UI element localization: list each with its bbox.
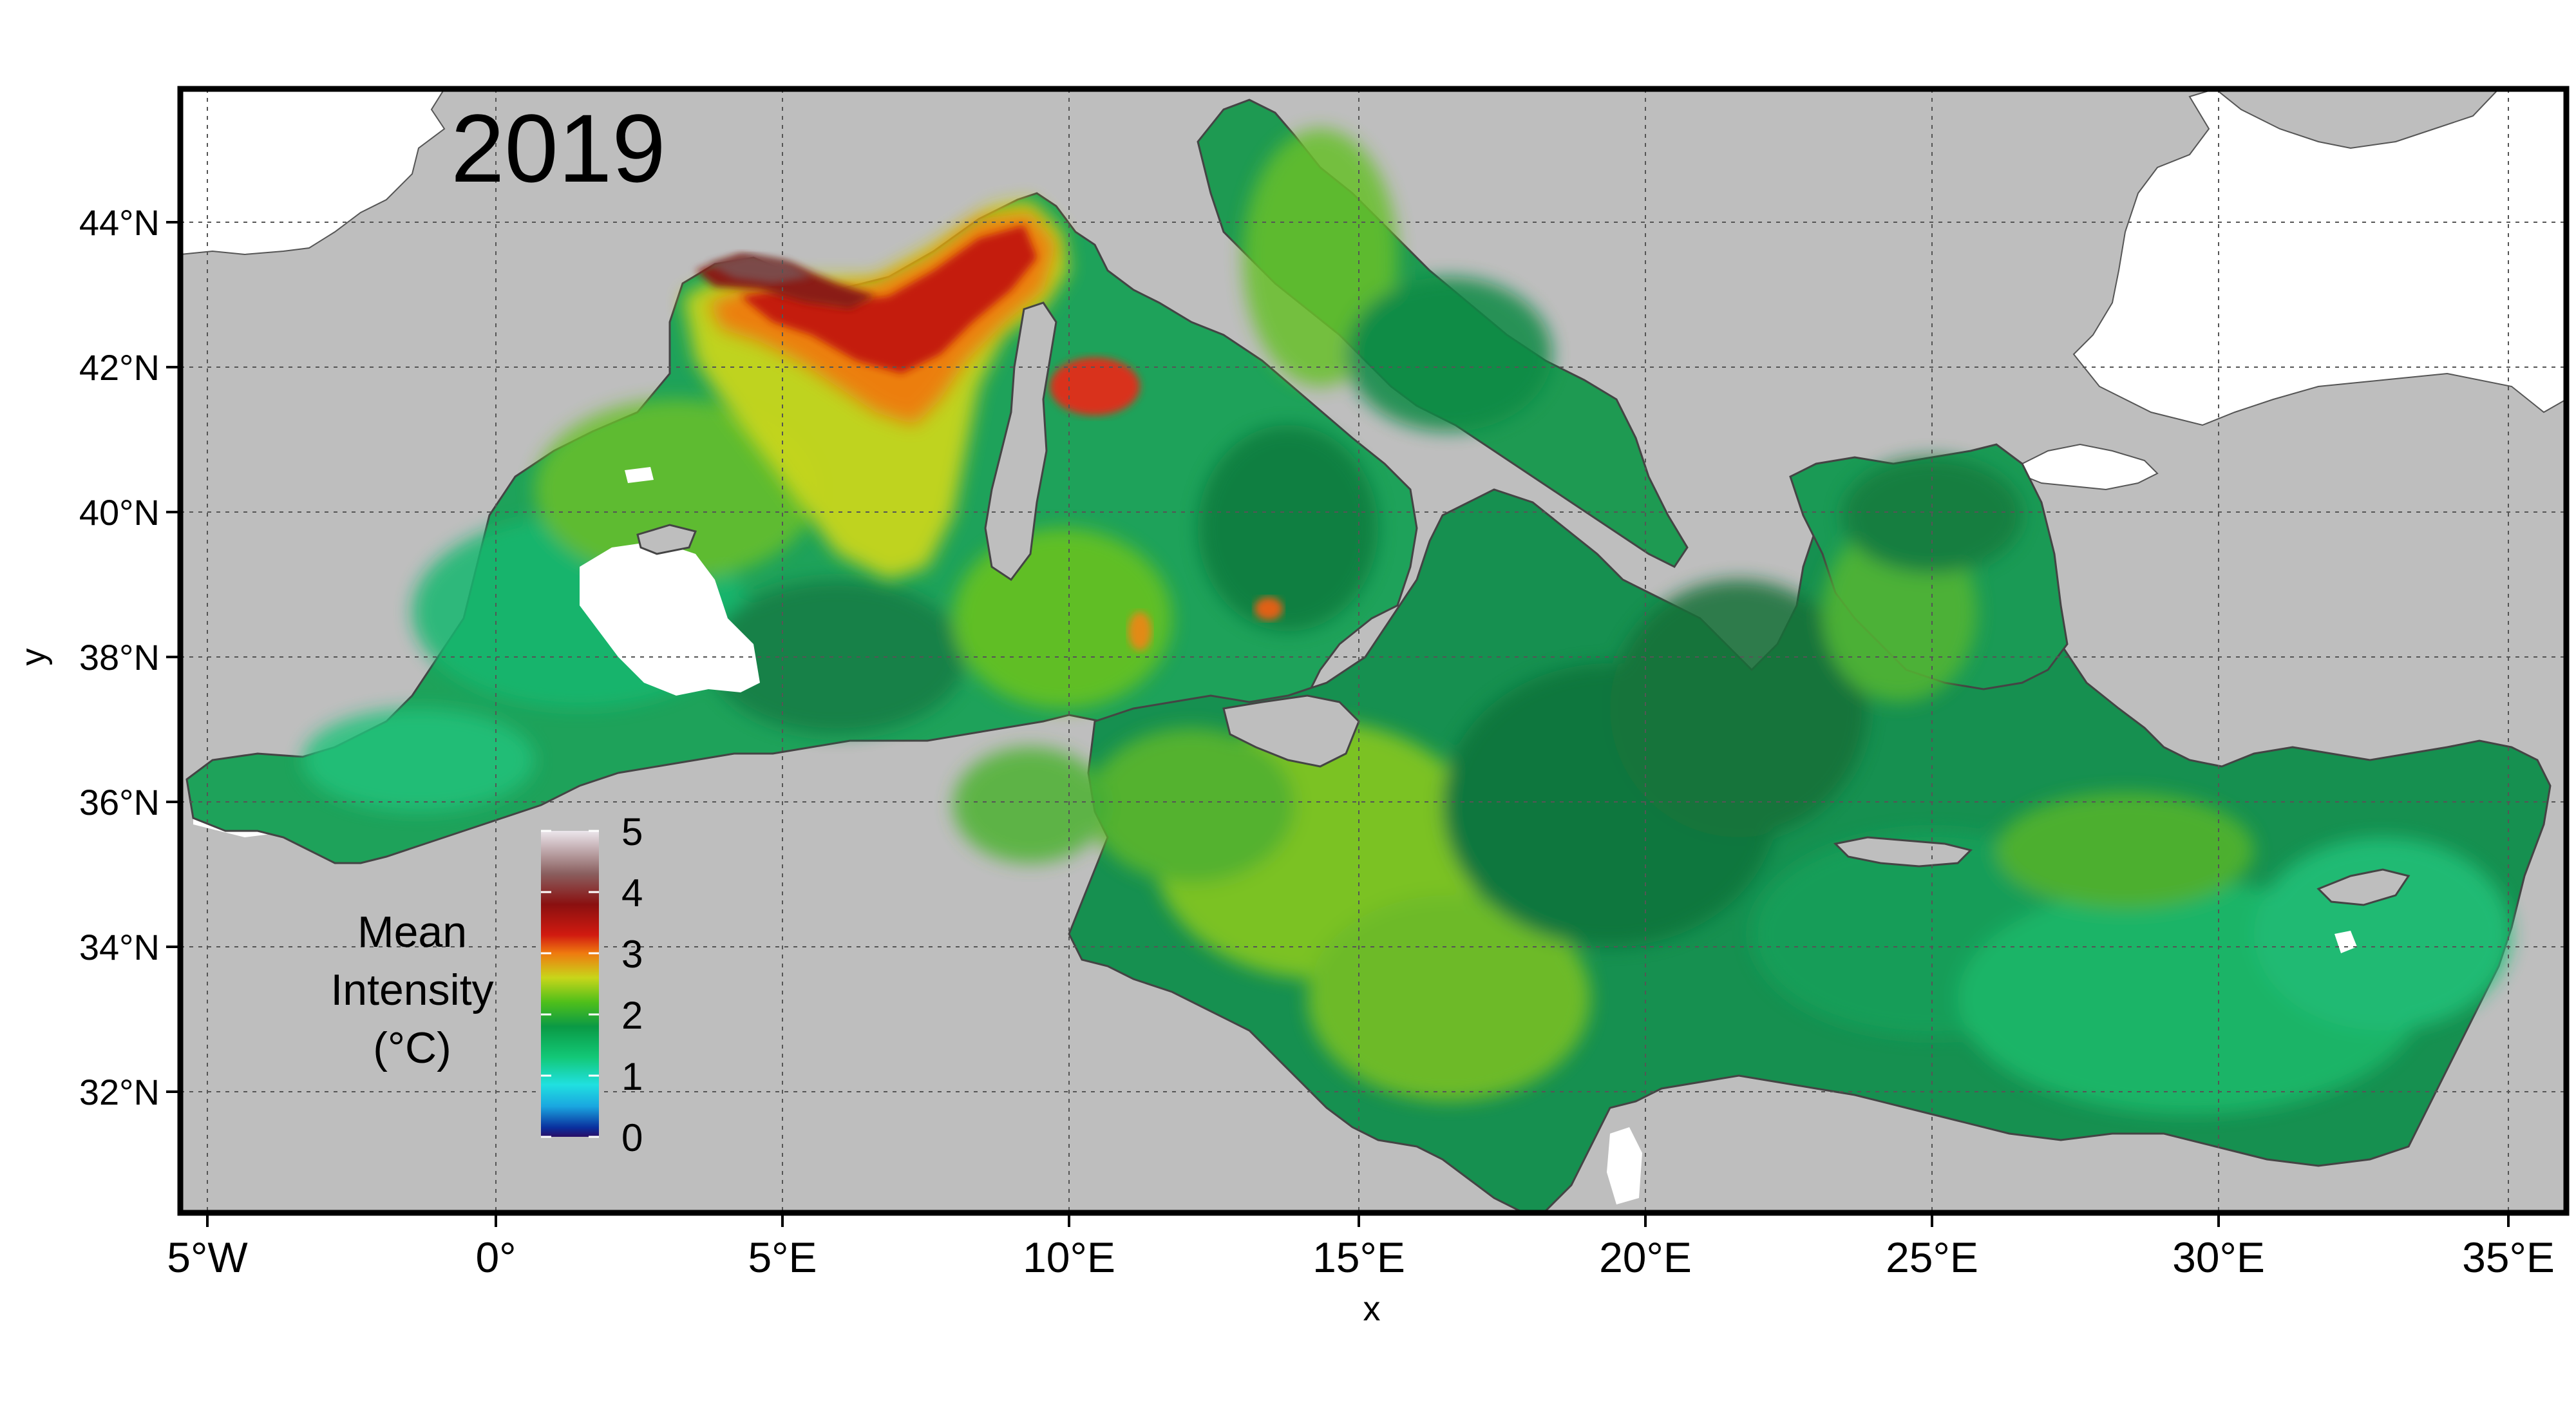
legend-tick-label: 1 (621, 1055, 643, 1098)
plot-panel (180, 89, 2566, 1213)
y-tick-label: 32°N (79, 1072, 160, 1112)
white-patch-libya (1607, 1127, 1642, 1204)
x-tick-label: 30°E (2172, 1233, 2265, 1281)
y-tick-label: 40°N (79, 492, 160, 533)
x-axis: 5°W 0° 5°E 10°E 15°E 20°E 25°E 30°E 35°E… (167, 1213, 2555, 1328)
y-tick-label: 36°N (79, 782, 160, 823)
x-tick-label: 5°W (167, 1233, 248, 1281)
color-legend: Mean Intensity (°C) 5 4 3 2 1 0 (330, 810, 643, 1159)
plot-frame (177, 86, 2570, 1216)
x-tick-label: 15°E (1312, 1233, 1405, 1281)
legend-tick-label: 2 (621, 994, 643, 1037)
x-tick-label: 20°E (1599, 1233, 1692, 1281)
islands (636, 301, 2410, 906)
x-tick-label: 0° (475, 1233, 516, 1281)
legend-tick-label: 0 (621, 1116, 643, 1159)
x-tick-label: 35°E (2462, 1233, 2555, 1281)
legend-title-line: (°C) (373, 1023, 451, 1072)
white-region-iberia-north (180, 89, 446, 256)
y-axis: 44°N 42°N 40°N 38°N 36°N 34°N 32°N y (14, 202, 180, 1112)
x-tick-label: 10°E (1023, 1233, 1115, 1281)
legend-colorbar (541, 831, 599, 1137)
corsica-sardinia (984, 301, 1057, 582)
legend-title-line: Intensity (330, 965, 493, 1014)
x-tick-label: 25°E (1886, 1233, 1978, 1281)
mallorca (636, 524, 697, 555)
legend-tick-label: 3 (621, 933, 643, 976)
y-tick-label: 44°N (79, 202, 160, 243)
y-axis-title: y (14, 649, 53, 666)
x-axis-title: x (1363, 1289, 1381, 1328)
cyprus (2316, 868, 2410, 906)
white-region-black-sea (2072, 89, 2566, 426)
legend-tick-label: 5 (621, 810, 643, 853)
white-patch-cyprus-south (2334, 931, 2357, 953)
white-patch-spain-coast (625, 467, 654, 483)
legend-tick-label: 4 (621, 871, 643, 915)
sicily (1222, 694, 1360, 768)
hot-zone-gulf-of-lion (683, 200, 1283, 651)
crete (1833, 836, 1973, 868)
y-tick-label: 34°N (79, 927, 160, 967)
legend-title-line: Mean (357, 908, 467, 956)
y-tick-label: 38°N (79, 637, 160, 678)
year-label: 2019 (451, 94, 666, 202)
x-tick-label: 5°E (748, 1233, 817, 1281)
y-tick-label: 42°N (79, 347, 160, 388)
white-region-marmara (2021, 443, 2159, 491)
